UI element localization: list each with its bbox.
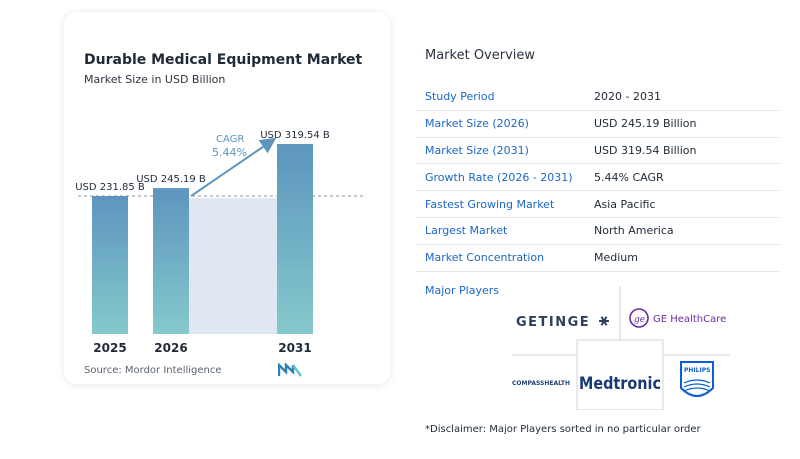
overview-value: Medium <box>594 251 638 265</box>
bar-2031 <box>277 144 313 334</box>
svg-text:PHILIPS: PHILIPS <box>684 367 710 374</box>
cagr-value: 5.44% <box>212 146 247 159</box>
overview-row: Growth Rate (2026 - 2031) 5.44% CAGR <box>416 164 780 192</box>
x-tick-2025: 2025 <box>93 341 126 355</box>
bar-2026 <box>153 188 189 334</box>
mordor-logo-icon <box>278 363 302 377</box>
medtronic-logo: Medtronic <box>579 374 661 394</box>
grid-box <box>576 339 664 410</box>
overview-row: Market Concentration Medium <box>416 245 780 272</box>
philips-logo: PHILIPS <box>680 361 714 397</box>
overview-value: USD 245.19 Billion <box>594 117 697 131</box>
overview-label: Largest Market <box>425 224 508 238</box>
source-text: Source: Mordor Intelligence <box>84 365 222 376</box>
players-title: Major Players <box>425 284 499 297</box>
svg-text:ge: ge <box>634 315 645 325</box>
ge-healthcare-logo: ge GE HealthCare <box>629 308 726 328</box>
ge-monogram-icon <box>629 308 649 328</box>
cagr-arrow <box>190 137 277 197</box>
overview-label: Market Concentration <box>425 251 545 265</box>
overview-label: Growth Rate (2026 - 2031) <box>425 170 573 184</box>
chart-title: Durable Medical Equipment Market <box>84 52 363 68</box>
compasshealth-logo: COMPASSHEALTH <box>512 380 570 387</box>
philips-shield-icon <box>680 361 714 397</box>
overview-value: North America <box>594 224 674 238</box>
overview-row: Market Size (2031) USD 319.54 Billion <box>416 138 780 165</box>
x-tick-2031: 2031 <box>278 341 311 355</box>
overview-label: Fastest Growing Market <box>425 197 555 211</box>
overview-row: Fastest Growing Market Asia Pacific <box>416 191 780 218</box>
data-label-2031: USD 319.54 B <box>260 130 330 141</box>
overview-row: Largest Market North America <box>416 218 780 245</box>
getinge-logo: GETINGE <box>516 315 609 330</box>
svg-text:GE HealthCare: GE HealthCare <box>653 314 726 325</box>
overview-table: Study Period 2020 - 2031 Market Size (2026… <box>416 84 780 272</box>
svg-text:GETINGE: GETINGE <box>516 315 590 330</box>
chart-card: Durable Medical Equipment Market Market … <box>64 12 390 384</box>
disclaimer: *Disclaimer: Major Players sorted in no … <box>425 424 701 435</box>
overview-value: USD 319.54 Billion <box>594 143 697 157</box>
overview-row: Market Size (2026) USD 245.19 Billion <box>416 111 780 138</box>
getinge-star-icon <box>599 316 609 326</box>
overview-row: Study Period 2020 - 2031 <box>416 84 780 111</box>
overview-title: Market Overview <box>425 48 536 63</box>
bar-2025 <box>92 196 128 334</box>
overview-label: Market Size (2031) <box>425 143 529 157</box>
players-logo-grid: GETINGE ge GE HealthCare COMPASSHEALTH M… <box>512 286 730 410</box>
overview-value: 5.44% CAGR <box>594 170 664 184</box>
data-label-2026: USD 245.19 B <box>136 174 206 185</box>
overview-label: Market Size (2026) <box>425 117 529 131</box>
overview-value: 2020 - 2031 <box>594 90 661 104</box>
data-label-2025: USD 231.85 B <box>75 182 145 193</box>
forecast-highlight-band <box>189 198 277 334</box>
x-tick-2026: 2026 <box>154 341 187 355</box>
overview-label: Study Period <box>425 90 495 104</box>
chart-subtitle: Market Size in USD Billion <box>84 73 226 86</box>
overview-value: Asia Pacific <box>594 197 656 211</box>
cagr-label: CAGR <box>216 134 244 145</box>
